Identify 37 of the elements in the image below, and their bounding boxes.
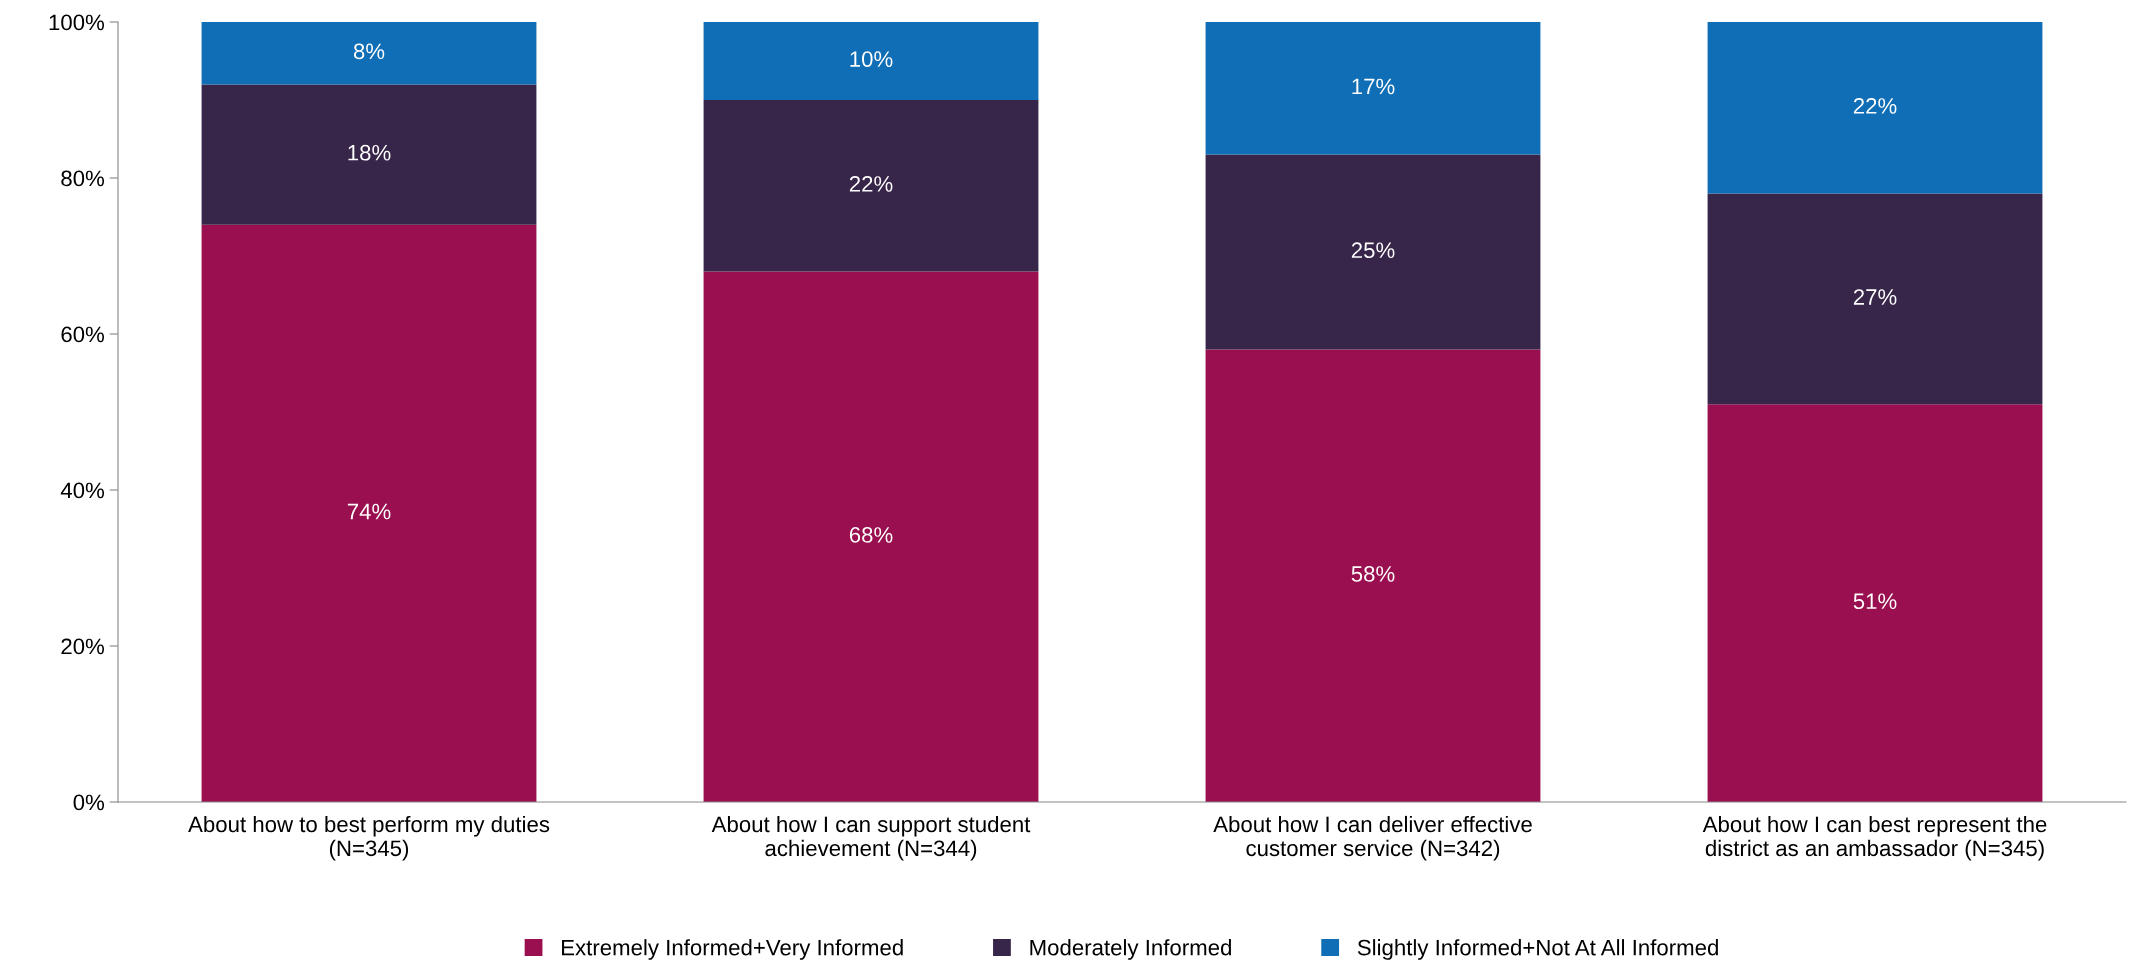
bar xyxy=(1205,349,1541,802)
data-label: 25% xyxy=(1351,242,1395,259)
y-tick-label: 40% xyxy=(60,482,105,499)
bar xyxy=(1205,154,1541,350)
y-tick-label: 20% xyxy=(61,638,105,655)
legend-label: Slightly Informed+Not At All Informed xyxy=(1357,939,1718,960)
data-label: 74% xyxy=(347,503,391,520)
bar xyxy=(1707,22,2043,194)
data-label: 51% xyxy=(1853,593,1897,610)
data-label: 22% xyxy=(849,176,893,192)
data-label: 10% xyxy=(850,51,893,67)
bar xyxy=(703,100,1039,272)
data-label: 58% xyxy=(1351,566,1395,582)
y-tick-label: 80% xyxy=(61,170,105,187)
data-label: 68% xyxy=(849,527,893,543)
bar xyxy=(703,271,1039,802)
bar xyxy=(1707,404,2043,802)
x-tick-label: About how to best perform my duties (N=345) xyxy=(188,815,550,861)
data-label: 8% xyxy=(353,43,385,60)
y-tick-label: 0% xyxy=(73,794,105,811)
y-tick-label: 100% xyxy=(49,14,105,31)
legend-label: Moderately Informed xyxy=(1030,939,1231,960)
legend-label: Extremely Informed+Very Informed xyxy=(562,939,903,960)
x-tick-label: About how I can support student achievement (N=344) xyxy=(711,815,1031,861)
bar xyxy=(1707,193,2043,405)
data-label: 18% xyxy=(348,144,391,161)
bar xyxy=(201,22,537,85)
bar xyxy=(201,224,537,802)
data-label: 17% xyxy=(1352,78,1395,95)
y-tick-label: 60% xyxy=(61,326,105,343)
data-label: 27% xyxy=(1853,289,1897,305)
x-tick-label: About how I can deliver effective customer service (N=342) xyxy=(1213,815,1532,861)
bar xyxy=(1205,22,1541,155)
bar xyxy=(201,84,537,225)
x-tick-label: About how I can best represent the district as an ambassador (N=345) xyxy=(1702,815,2047,861)
data-label: 22% xyxy=(1853,98,1897,114)
bar xyxy=(703,22,1039,100)
